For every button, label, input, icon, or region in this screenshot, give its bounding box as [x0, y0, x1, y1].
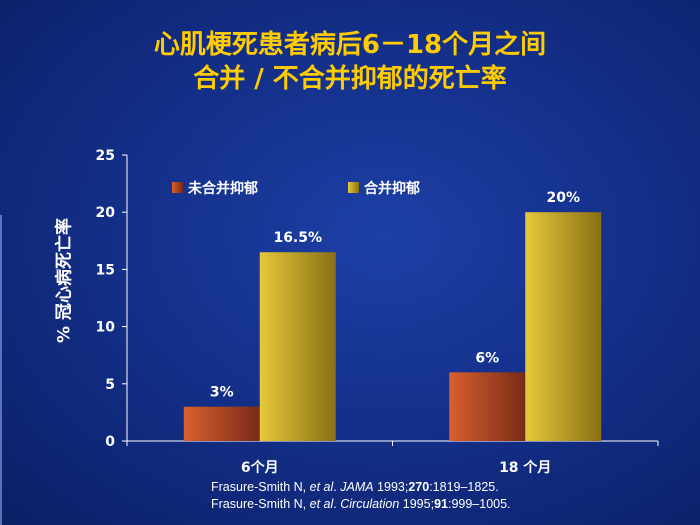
y-tick-label: 10	[96, 320, 116, 336]
ref2-journal: Circulation	[340, 497, 400, 511]
reference-2: Frasure-Smith N, et al. Circulation 1995…	[211, 497, 511, 511]
legend-swatch	[172, 182, 183, 193]
y-tick-label: 15	[96, 262, 115, 278]
ref2-author: Frasure-Smith N,	[211, 497, 310, 511]
ref1-year: 1993;	[373, 480, 409, 494]
legend-swatch	[348, 182, 359, 193]
ref2-sep: .	[333, 497, 341, 511]
ref2-pages: :999–1005.	[447, 497, 511, 511]
ref1-sep: .	[333, 480, 341, 494]
bar	[259, 252, 336, 441]
x-tick-label: 18 个月	[499, 459, 551, 476]
bar	[449, 372, 526, 441]
ref1-etal: et al	[309, 480, 334, 494]
ref2-etal: et al	[309, 497, 334, 511]
legend-label: 未合并抑郁	[188, 180, 258, 197]
data-label: 20%	[546, 190, 580, 206]
x-tick-label: 6个月	[241, 459, 279, 476]
left-edge-rule	[0, 215, 2, 525]
ref1-journal: JAMA	[340, 480, 374, 494]
title-line-1: 心肌梗死患者病后6－18个月之间	[153, 30, 547, 60]
data-label: 6%	[475, 350, 499, 366]
legend-label: 合并抑郁	[364, 180, 420, 197]
ref1-volume: 270	[408, 480, 430, 494]
y-tick-label: 25	[96, 148, 115, 164]
reference-1: Frasure-Smith N, et al. JAMA 1993;270:18…	[211, 480, 499, 494]
ref1-author: Frasure-Smith N,	[211, 480, 310, 494]
y-tick-label: 5	[105, 377, 115, 393]
data-label: 3%	[210, 385, 234, 401]
bar	[525, 212, 602, 441]
ref2-volume: 91	[434, 497, 448, 511]
ref1-pages: :1819–1825.	[429, 480, 499, 494]
ref2-year: 1995;	[399, 497, 435, 511]
y-tick-label: 20	[96, 205, 116, 221]
title-line-2: 合并 / 不合并抑郁的死亡率	[193, 64, 507, 94]
data-label: 16.5%	[273, 230, 322, 246]
bar	[183, 406, 260, 441]
y-tick-label: 0	[105, 434, 115, 450]
